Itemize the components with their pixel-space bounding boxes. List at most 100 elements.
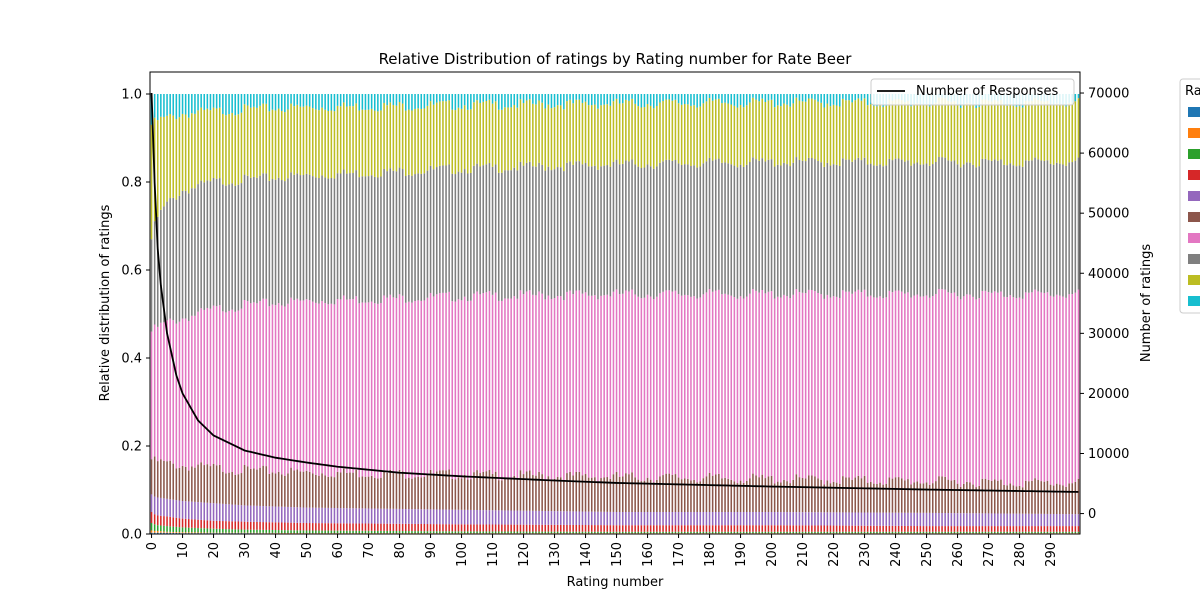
bar-segment (885, 526, 887, 532)
bar-segment (944, 290, 946, 477)
bar-segment (1028, 526, 1030, 532)
bar-segment (755, 525, 757, 532)
bar-segment (889, 513, 891, 526)
bar-segment (777, 525, 779, 532)
bar-segment (796, 525, 798, 531)
bar-segment (244, 530, 246, 533)
bar-segment (1062, 526, 1064, 532)
x-tick-label: 180 (703, 542, 718, 567)
bar-segment (1037, 100, 1039, 159)
bar-segment (957, 532, 959, 533)
bar-segment (752, 94, 754, 98)
bar-segment (916, 481, 918, 512)
bar-segment (885, 513, 887, 526)
bar-segment (1068, 532, 1070, 533)
bar-segment (585, 292, 587, 474)
bar-segment (315, 177, 317, 303)
bar-segment (321, 523, 323, 530)
bar-segment (960, 299, 962, 486)
bar-segment (448, 292, 450, 470)
bar-segment (842, 94, 844, 99)
bar-segment (179, 117, 181, 196)
bar-segment (727, 94, 729, 104)
bar-segment (492, 94, 494, 104)
bar-segment (944, 532, 946, 533)
bar-segment (600, 532, 602, 533)
bar-segment (479, 473, 481, 510)
bar-segment (653, 108, 655, 168)
x-tick-label: 20 (207, 542, 222, 559)
bar-segment (433, 473, 435, 509)
bar-segment (461, 531, 463, 533)
bar-segment (926, 295, 928, 482)
bar-segment (622, 164, 624, 294)
bar-segment (312, 508, 314, 523)
bar-segment (262, 299, 264, 466)
bar-segment (616, 99, 618, 160)
bar-segment (743, 483, 745, 512)
bar-segment (300, 471, 302, 507)
bar-segment (455, 174, 457, 302)
bar-segment (548, 296, 550, 477)
bar-segment (182, 191, 184, 319)
bar-segment (433, 524, 435, 531)
bar-segment (619, 512, 621, 525)
bar-segment (303, 472, 305, 508)
bar-segment (365, 531, 367, 533)
bar-segment (988, 513, 990, 526)
bar-segment (606, 525, 608, 532)
bar-segment (901, 526, 903, 532)
bar-segment (389, 168, 391, 295)
bar-segment (439, 470, 441, 509)
bar-segment (327, 531, 329, 534)
bar-segment (718, 159, 720, 290)
bar-segment (1013, 106, 1015, 165)
bar-segment (631, 532, 633, 533)
bar-segment (792, 103, 794, 162)
bar-segment (575, 291, 577, 472)
bar-segment (513, 511, 515, 525)
bar-segment (622, 94, 624, 103)
bar-segment (262, 506, 264, 522)
bar-segment (910, 532, 912, 533)
bar-segment (1075, 532, 1077, 533)
bar-segment (287, 304, 289, 474)
bar-segment (1053, 514, 1055, 526)
bar-segment (349, 508, 351, 523)
bar-segment (393, 105, 395, 171)
bar-segment (603, 166, 605, 296)
bar-segment (157, 461, 159, 497)
bar-segment (179, 322, 181, 468)
bar-segment (1065, 526, 1067, 532)
x-tick-label: 260 (951, 542, 966, 567)
bar-segment (597, 532, 599, 533)
bar-segment (563, 481, 565, 511)
bar-segment (724, 532, 726, 533)
bar-segment (554, 511, 556, 525)
bar-segment (727, 479, 729, 512)
bar-segment (442, 101, 444, 165)
bar-segment (737, 108, 739, 168)
bar-segment (377, 509, 379, 524)
bar-segment (455, 110, 457, 174)
bar-segment (1044, 102, 1046, 161)
bar-segment (427, 171, 429, 298)
bar-segment (346, 508, 348, 523)
bar-segment (430, 470, 432, 510)
bar-segment (501, 510, 503, 524)
bar-segment (247, 530, 249, 533)
bar-segment (870, 296, 872, 482)
bar-segment (895, 99, 897, 158)
bar-segment (892, 160, 894, 292)
bar-segment (830, 166, 832, 298)
bar-segment (188, 528, 190, 533)
bar-segment (532, 104, 534, 166)
bar-segment (771, 94, 773, 100)
bar-segment (281, 474, 283, 506)
bar-segment (157, 94, 159, 120)
bar-segment (833, 94, 835, 105)
bar-segment (637, 297, 639, 480)
bar-segment (219, 529, 221, 533)
bar-segment (706, 532, 708, 533)
bar-segment (234, 312, 236, 475)
